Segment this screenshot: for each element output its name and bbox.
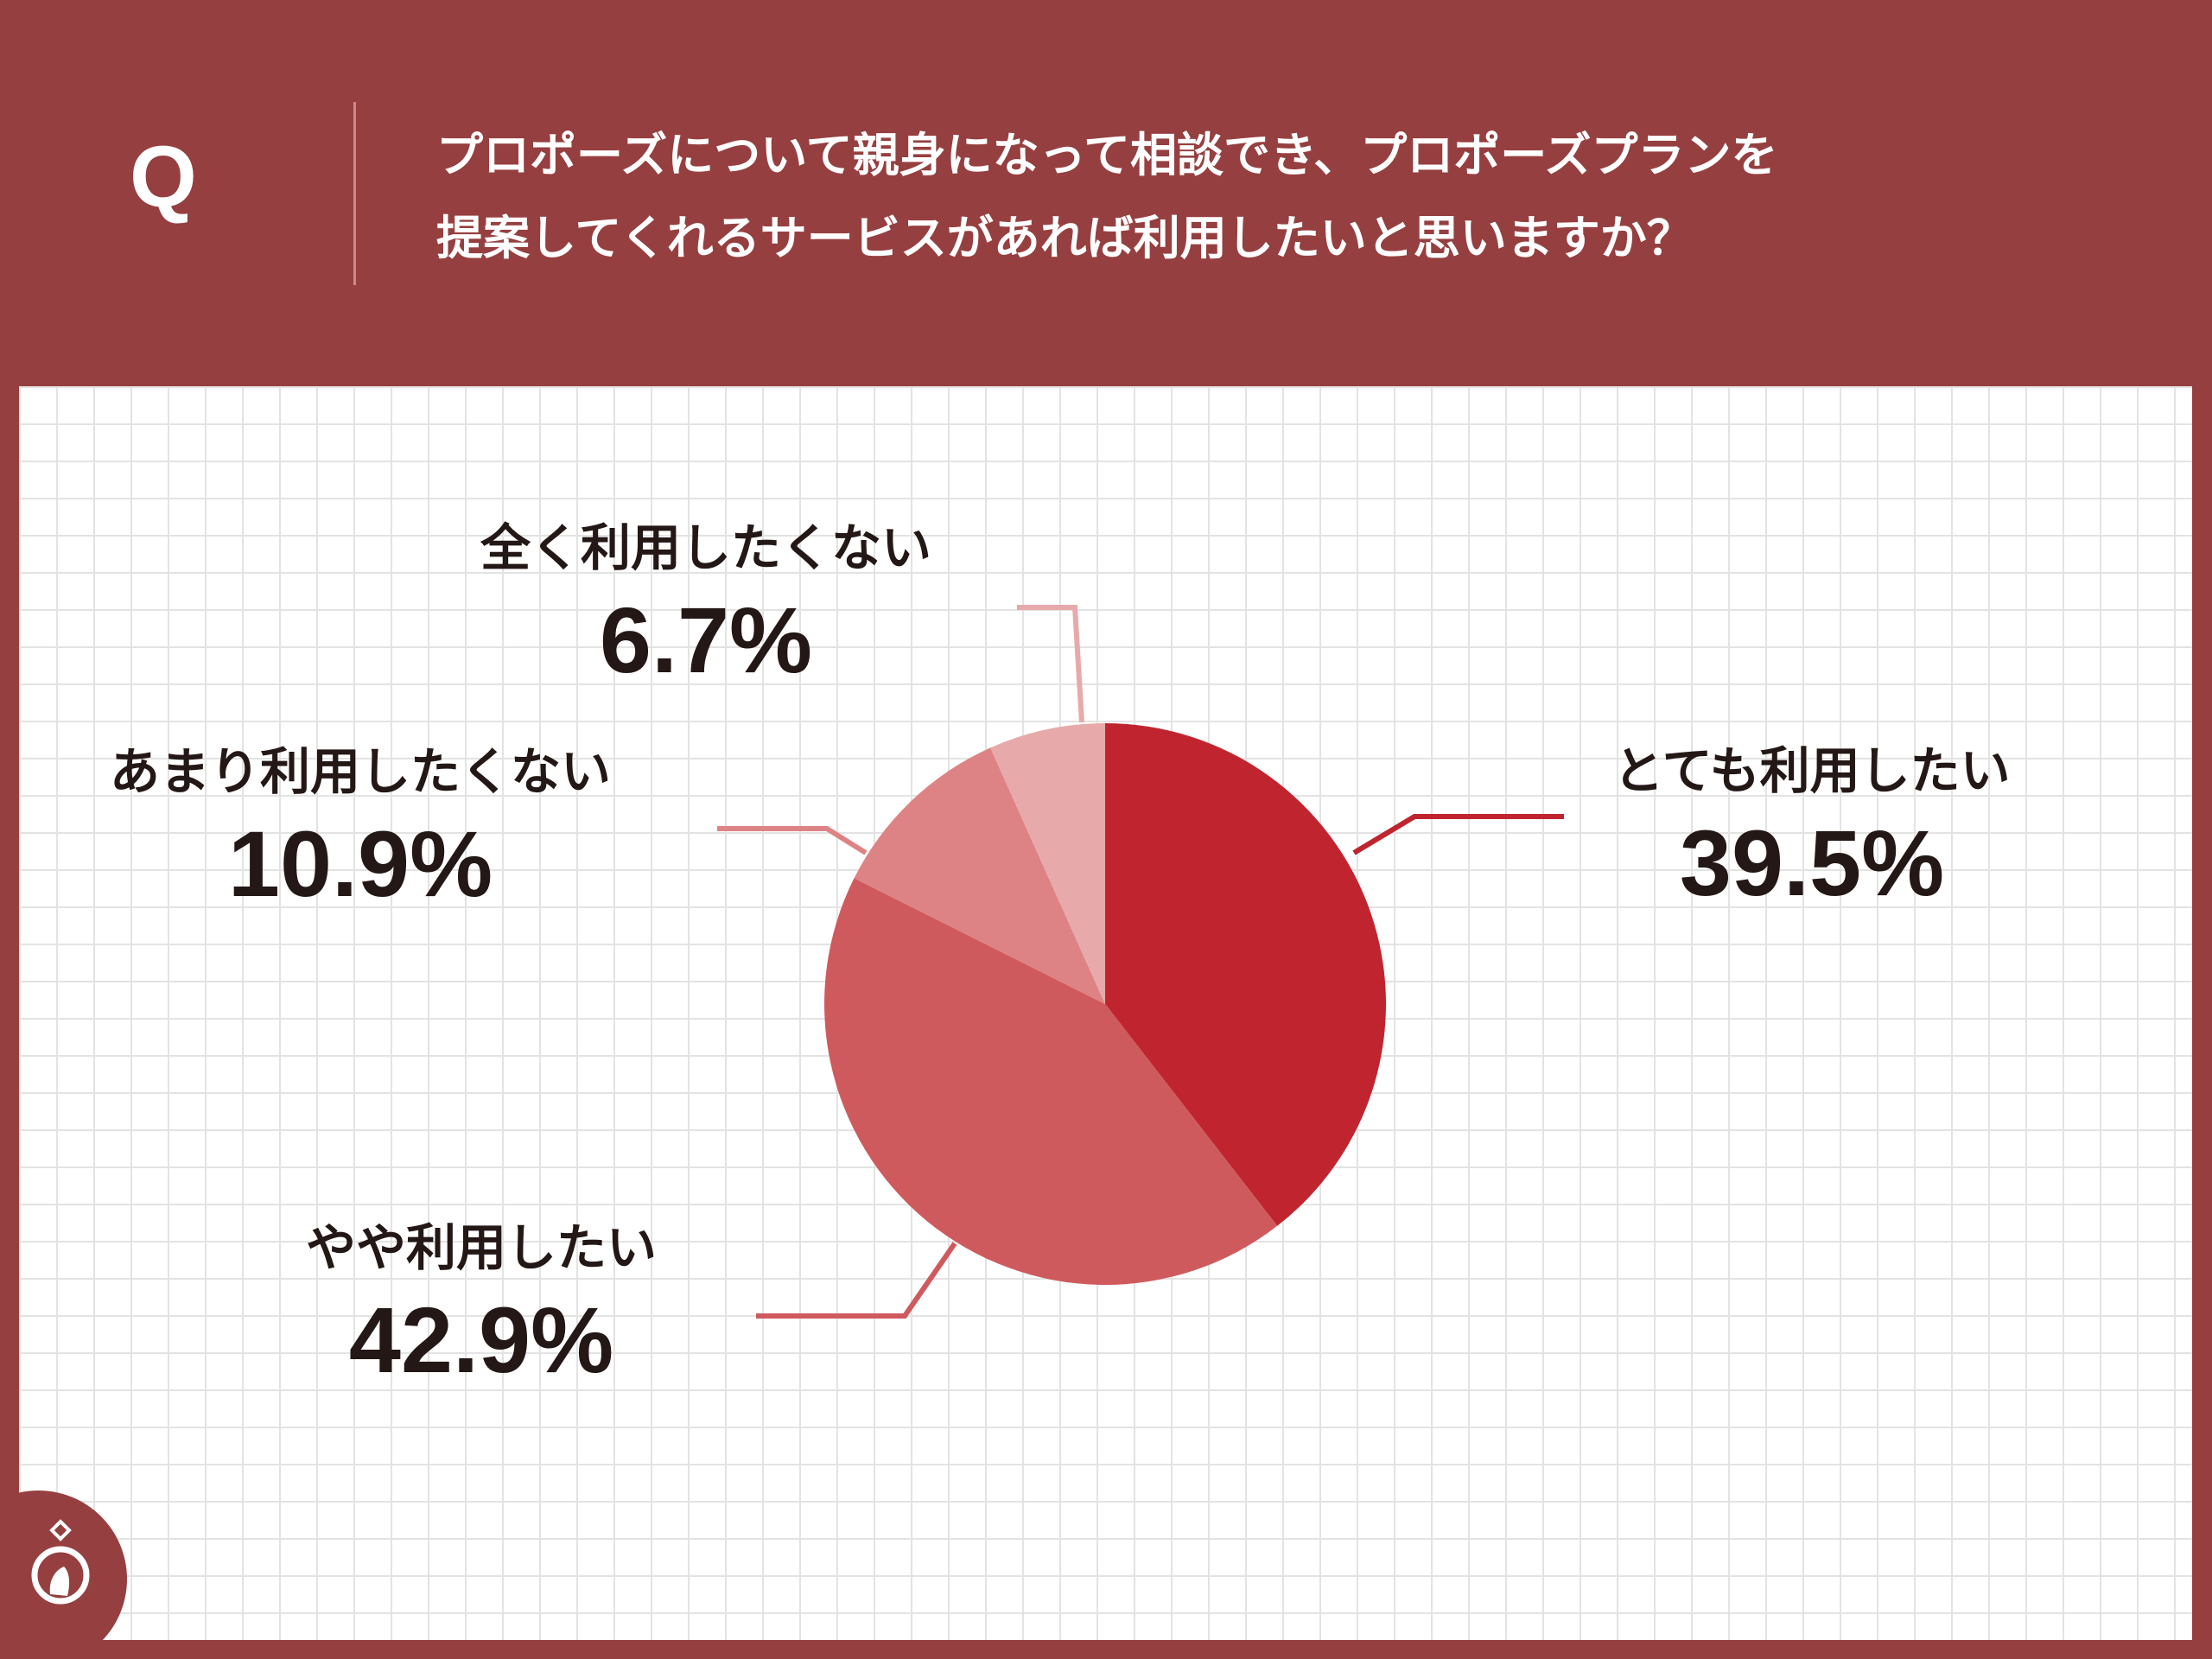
question-mark: Q <box>130 129 197 226</box>
slice-not-very-willing <box>854 747 1105 1004</box>
question-header: Q プロポーズについて親身になって相談でき、プロポーズプランを 提案してくれるサ… <box>0 0 2212 385</box>
label-name: あまり利用したくない <box>109 742 611 801</box>
label-not-very-willing: あまり利用したくない 10.9% <box>62 741 658 916</box>
leader-line-not-very-willing <box>717 826 868 855</box>
question-line-2: 提案してくれるサービスがあれば利用したいと思いますか？ <box>436 211 1694 265</box>
question-text: プロポーズについて親身になって相談でき、プロポーズプランを 提案してくれるサービ… <box>436 114 2156 280</box>
label-name: とても利用したい <box>1613 741 2011 800</box>
label-name: 全く利用したくない <box>480 518 931 577</box>
brand-logo <box>19 1491 127 1640</box>
ring-logo-icon <box>31 1519 90 1605</box>
slice-somewhat-willing <box>823 878 1278 1285</box>
leader-line-not-at-all-willing <box>1017 605 1084 723</box>
label-percent: 42.9% <box>348 1287 614 1392</box>
label-very-willing: とても利用したい 39.5% <box>1535 741 2088 915</box>
label-percent: 39.5% <box>1679 810 1945 915</box>
label-percent: 6.7% <box>599 588 813 692</box>
leader-line-somewhat-willing <box>756 1242 957 1319</box>
chart-panel: とても利用したい 39.5% やや利用したい 42.9% あまり利用したくない … <box>19 386 2192 1640</box>
header-divider <box>353 102 356 285</box>
label-percent: 10.9% <box>227 811 493 916</box>
label-name: やや利用したい <box>305 1218 657 1277</box>
label-somewhat-willing: やや利用したい 42.9% <box>239 1217 723 1392</box>
slice-very-willing <box>1105 723 1386 1226</box>
label-not-at-all-willing: 全く利用したくない 6.7% <box>408 518 1004 692</box>
pie-chart <box>717 605 1564 1319</box>
slice-not-at-all-willing <box>990 723 1105 1004</box>
leader-line-very-willing <box>1352 814 1564 855</box>
question-line-1: プロポーズについて親身になって相談でき、プロポーズプランを <box>436 128 1778 182</box>
